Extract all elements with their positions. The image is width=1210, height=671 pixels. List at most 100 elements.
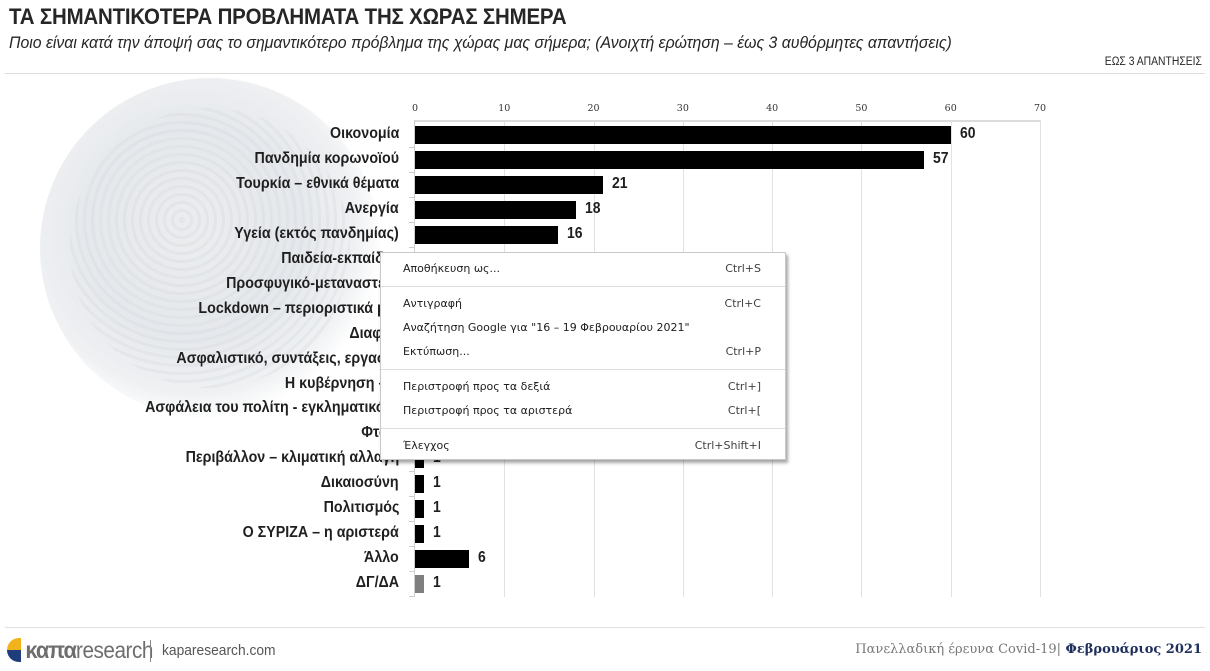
y-tick: [409, 596, 414, 598]
value-label: 57: [932, 149, 949, 167]
menu-item-label: Αναζήτηση Google για "16 – 19 Φεβρουαρίο…: [403, 321, 690, 334]
context-menu-item[interactable]: Αποθήκευση ως... Ctrl+S: [381, 257, 785, 281]
bar-row: Πολιτισμός 1: [0, 497, 1210, 523]
bar: [415, 126, 951, 144]
bar: [415, 550, 469, 569]
bar-row: Δικαιοσύνη 1: [0, 472, 1210, 498]
answers-tag: ΕΩΣ 3 ΑΠΑΝΤΗΣΕΙΣ: [1104, 56, 1202, 68]
y-tick: [409, 221, 414, 223]
context-menu-item[interactable]: Έλεγχος Ctrl+Shift+I: [381, 434, 785, 458]
category-label: Τουρκία – εθνικά θέματα: [236, 174, 399, 192]
category-label: Ο ΣΥΡΙΖΑ – η αριστερά: [242, 524, 399, 542]
category-label: Άλλο: [364, 549, 399, 567]
x-tick-label: 20: [587, 103, 600, 114]
x-axis-line: [415, 120, 1041, 122]
value-label: 1: [432, 524, 441, 542]
menu-item-label: Έλεγχος: [403, 439, 450, 452]
context-menu-item[interactable]: Περιστροφή προς τα αριστερά Ctrl+[: [381, 399, 785, 423]
page-title: ΤΑ ΣΗΜΑΝΤΙΚΟΤΕΡΑ ΠΡΟΒΛΗΜΑΤΑ ΤΗΣ ΧΩΡΑΣ ΣΗ…: [9, 4, 567, 29]
category-label: Πολιτισμός: [323, 499, 399, 517]
menu-item-shortcut: Ctrl+C: [724, 297, 761, 310]
bottom-divider: [5, 627, 1205, 628]
menu-item-shortcut: Ctrl+S: [725, 262, 761, 275]
y-tick: [409, 171, 414, 173]
virus-background-image: [40, 78, 380, 418]
y-tick: [409, 196, 414, 198]
category-label: Παιδεία-εκπαίδευ: [281, 249, 399, 267]
bar-row: Ανεργία 18: [0, 198, 1210, 223]
menu-item-label: Εκτύπωση...: [403, 345, 470, 358]
y-tick: [409, 571, 414, 573]
menu-item-label: Αντιγραφή: [403, 297, 462, 310]
category-label: Οικονομία: [329, 125, 399, 142]
bar: [415, 575, 424, 594]
menu-item-shortcut: Ctrl+]: [727, 380, 761, 393]
category-label: Lockdown – περιοριστικά μέτ: [198, 299, 399, 317]
x-tick-label: 30: [676, 103, 689, 114]
survey-month: Φεβρουάριος 2021: [1061, 642, 1202, 657]
category-label: ΔΓ/ΔΑ: [355, 574, 399, 592]
menu-separator: [381, 428, 785, 429]
bar: [415, 525, 424, 544]
context-menu-item[interactable]: Αναζήτηση Google για "16 – 19 Φεβρουαρίο…: [381, 316, 785, 340]
bar-row: Τουρκία – εθνικά θέματα 21: [0, 173, 1210, 198]
menu-item-shortcut: Ctrl+Shift+I: [694, 439, 761, 452]
value-label: 1: [432, 574, 441, 592]
footer-survey-info: Πανελλαδική έρευνα Covid-19| Φεβρουάριος…: [855, 642, 1202, 657]
y-tick: [409, 496, 414, 498]
value-label: 6: [477, 549, 486, 567]
value-label: 21: [611, 174, 628, 192]
y-tick: [409, 471, 414, 473]
website-link[interactable]: kaparesearch.com: [162, 642, 276, 659]
x-axis-ticks: 0 10 20 30 40 50 60 70: [0, 103, 1210, 117]
gridline: [861, 121, 863, 597]
value-label: 18: [584, 199, 601, 217]
x-tick-label: 10: [498, 103, 511, 114]
bar: [415, 475, 424, 494]
y-tick: [409, 246, 414, 248]
bar: [415, 200, 576, 219]
bar-row: Οικονομία 60: [0, 123, 1210, 148]
category-label: Δικαιοσύνη: [321, 474, 399, 492]
top-divider: [5, 73, 1205, 74]
context-menu[interactable]: Αποθήκευση ως... Ctrl+S Αντιγραφή Ctrl+C Ανα…: [380, 252, 786, 460]
x-tick-label: 50: [855, 103, 868, 114]
menu-separator: [381, 369, 785, 370]
logo-mark-icon: [7, 638, 21, 662]
y-tick: [409, 521, 414, 523]
menu-item-shortcut: Ctrl+[: [727, 404, 761, 417]
category-label: Ανεργία: [345, 199, 399, 217]
x-tick-label: 40: [766, 103, 779, 114]
category-label: Ασφαλιστικό, συντάξεις, εργασια: [175, 349, 399, 367]
value-label: 16: [566, 224, 583, 242]
category-label: Περιβάλλον – κλιματική αλλαγή: [185, 449, 399, 467]
y-tick: [409, 546, 414, 548]
category-label: Ασφάλεια του πολίτη - εγκληματικότη: [144, 399, 399, 417]
bar-row: ΔΓ/ΔΑ 1: [0, 572, 1210, 598]
bar: [415, 225, 558, 244]
menu-separator: [381, 286, 785, 287]
category-label: Προσφυγικό-μεταναστευτ: [225, 274, 399, 292]
logo-text-bold: καπα: [25, 636, 77, 663]
value-label: 60: [959, 125, 976, 142]
bar-row: Πανδημία κορωνοϊού 57: [0, 148, 1210, 173]
y-tick: [409, 147, 414, 148]
bar: [415, 500, 424, 519]
kapa-research-logo: καπα research: [7, 637, 162, 663]
menu-item-label: Αποθήκευση ως...: [403, 262, 500, 275]
bar: [415, 175, 603, 194]
x-tick-label: 0: [411, 103, 419, 114]
menu-item-label: Περιστροφή προς τα δεξιά: [403, 380, 551, 393]
x-tick-label: 60: [944, 103, 957, 114]
bar-row: Υγεία (εκτός πανδημίας) 16: [0, 223, 1210, 248]
bar-row: Άλλο 6: [0, 547, 1210, 573]
menu-item-shortcut: Ctrl+P: [725, 345, 761, 358]
survey-name: Πανελλαδική έρευνα Covid-19|: [855, 642, 1062, 657]
x-tick-label: 70: [1033, 103, 1047, 114]
bar: [415, 150, 924, 169]
context-menu-item[interactable]: Εκτύπωση... Ctrl+P: [381, 340, 785, 364]
value-label: 1: [432, 499, 441, 517]
context-menu-item[interactable]: Αντιγραφή Ctrl+C: [381, 292, 785, 316]
category-label: Η κυβέρνηση – η: [284, 374, 399, 392]
context-menu-item[interactable]: Περιστροφή προς τα δεξιά Ctrl+]: [381, 375, 785, 399]
